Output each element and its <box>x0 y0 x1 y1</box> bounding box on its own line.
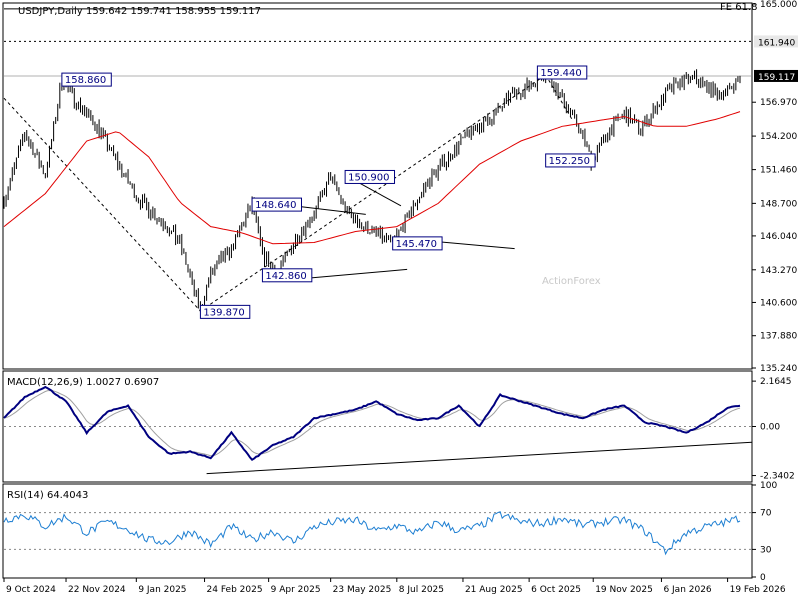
rsi-tick-label: 0 <box>760 573 766 583</box>
current-price-label-box <box>754 69 798 82</box>
x-tick-label: 23 May 2025 <box>333 585 392 595</box>
price-tick-label: 140.600 <box>760 298 797 308</box>
price-annotation-label: 142.860 <box>265 271 306 282</box>
price-layer <box>3 8 751 313</box>
x-tick-label: 24 Feb 2025 <box>207 585 263 595</box>
axis-layer: 165.000 156.970 154.200 151.460 148.700 146.0… <box>3 0 798 595</box>
price-tick-label: 135.240 <box>760 364 797 374</box>
rsi-tick-label: 70 <box>760 509 772 519</box>
price-annotation-label: 150.900 <box>348 172 389 183</box>
macd-layer <box>3 385 753 475</box>
x-tick-label: 9 Apr 2025 <box>271 585 321 595</box>
rsi-tick-label: 100 <box>760 481 777 491</box>
level-161-price-label: 161.940 <box>758 38 795 48</box>
watermark: ActionForex <box>542 276 601 287</box>
price-annotation-label: 145.470 <box>396 239 437 250</box>
macd-signal-line <box>3 389 741 457</box>
price-annotation-box <box>199 304 251 319</box>
rsi-layer <box>3 511 751 556</box>
price-annotation-box <box>392 236 443 251</box>
price-annotation-box <box>61 72 112 87</box>
sma-line <box>3 111 741 245</box>
price-annotation-label: 159.440 <box>540 68 581 79</box>
price-tick-label: 137.880 <box>760 332 797 342</box>
macd-trendline <box>206 441 753 475</box>
rsi-tick-label: 30 <box>760 545 772 555</box>
price-annotation-label: 152.250 <box>549 156 590 167</box>
price-annotation-box <box>251 197 302 212</box>
price-annotation-box <box>344 169 396 184</box>
ohlc-label: 159.642 159.741 158.955 159.117 <box>86 6 261 17</box>
symbol-label: USDJPY,Daily <box>18 6 83 17</box>
rsi-panel-frame <box>2 483 753 579</box>
price-tick-label: 148.700 <box>760 199 797 209</box>
x-tick-label: 19 Feb 2026 <box>730 585 786 595</box>
price-tick-label: 154.200 <box>760 132 797 142</box>
rsi-line <box>3 511 741 556</box>
price-tick-label: 156.970 <box>760 98 797 108</box>
price-tick-label: 143.270 <box>760 266 797 276</box>
trendline-dashed-left <box>3 97 201 312</box>
x-tick-label: 6 Oct 2025 <box>531 585 581 595</box>
x-tick-label: 19 Nov 2025 <box>595 585 653 595</box>
price-tick-label: 146.040 <box>760 232 797 242</box>
x-tick-label: 22 Nov 2024 <box>68 585 126 595</box>
x-tick-label: 9 Jan 2025 <box>138 585 186 595</box>
label-layer: 158.860 139.870 148.640 142.860 150.900 145.4… <box>61 65 596 319</box>
fe-label: FE 61.8 <box>720 2 758 13</box>
x-tick-label: 8 Jul 2025 <box>399 585 444 595</box>
price-annotation-box <box>536 65 588 80</box>
macd-line <box>3 385 741 461</box>
macd-label: MACD(12,26,9) 1.0027 0.6907 <box>7 377 159 388</box>
macd-tick-label: -2.3402 <box>760 472 795 482</box>
current-price-label: 159.117 <box>758 73 795 83</box>
price-tick-label: 151.460 <box>760 166 797 176</box>
price-panel-frame <box>2 2 753 370</box>
x-tick-label: 6 Jan 2026 <box>663 585 711 595</box>
macd-tick-label: 2.1645 <box>760 377 792 387</box>
price-annotation-label: 148.640 <box>255 200 296 211</box>
x-tick-label: 21 Aug 2025 <box>465 585 523 595</box>
macd-tick-label: 0.00 <box>760 423 780 433</box>
price-annotation-box <box>545 153 596 168</box>
level-161-price-label-box <box>754 35 798 48</box>
price-annotation-box <box>261 268 313 283</box>
rsi-label: RSI(14) 64.4043 <box>7 490 88 501</box>
price-annotation-label: 139.870 <box>203 307 244 318</box>
x-tick-label: 9 Oct 2024 <box>6 585 56 595</box>
price-tick-label: 165.000 <box>760 0 797 10</box>
price-annotation-label: 158.860 <box>65 75 106 86</box>
